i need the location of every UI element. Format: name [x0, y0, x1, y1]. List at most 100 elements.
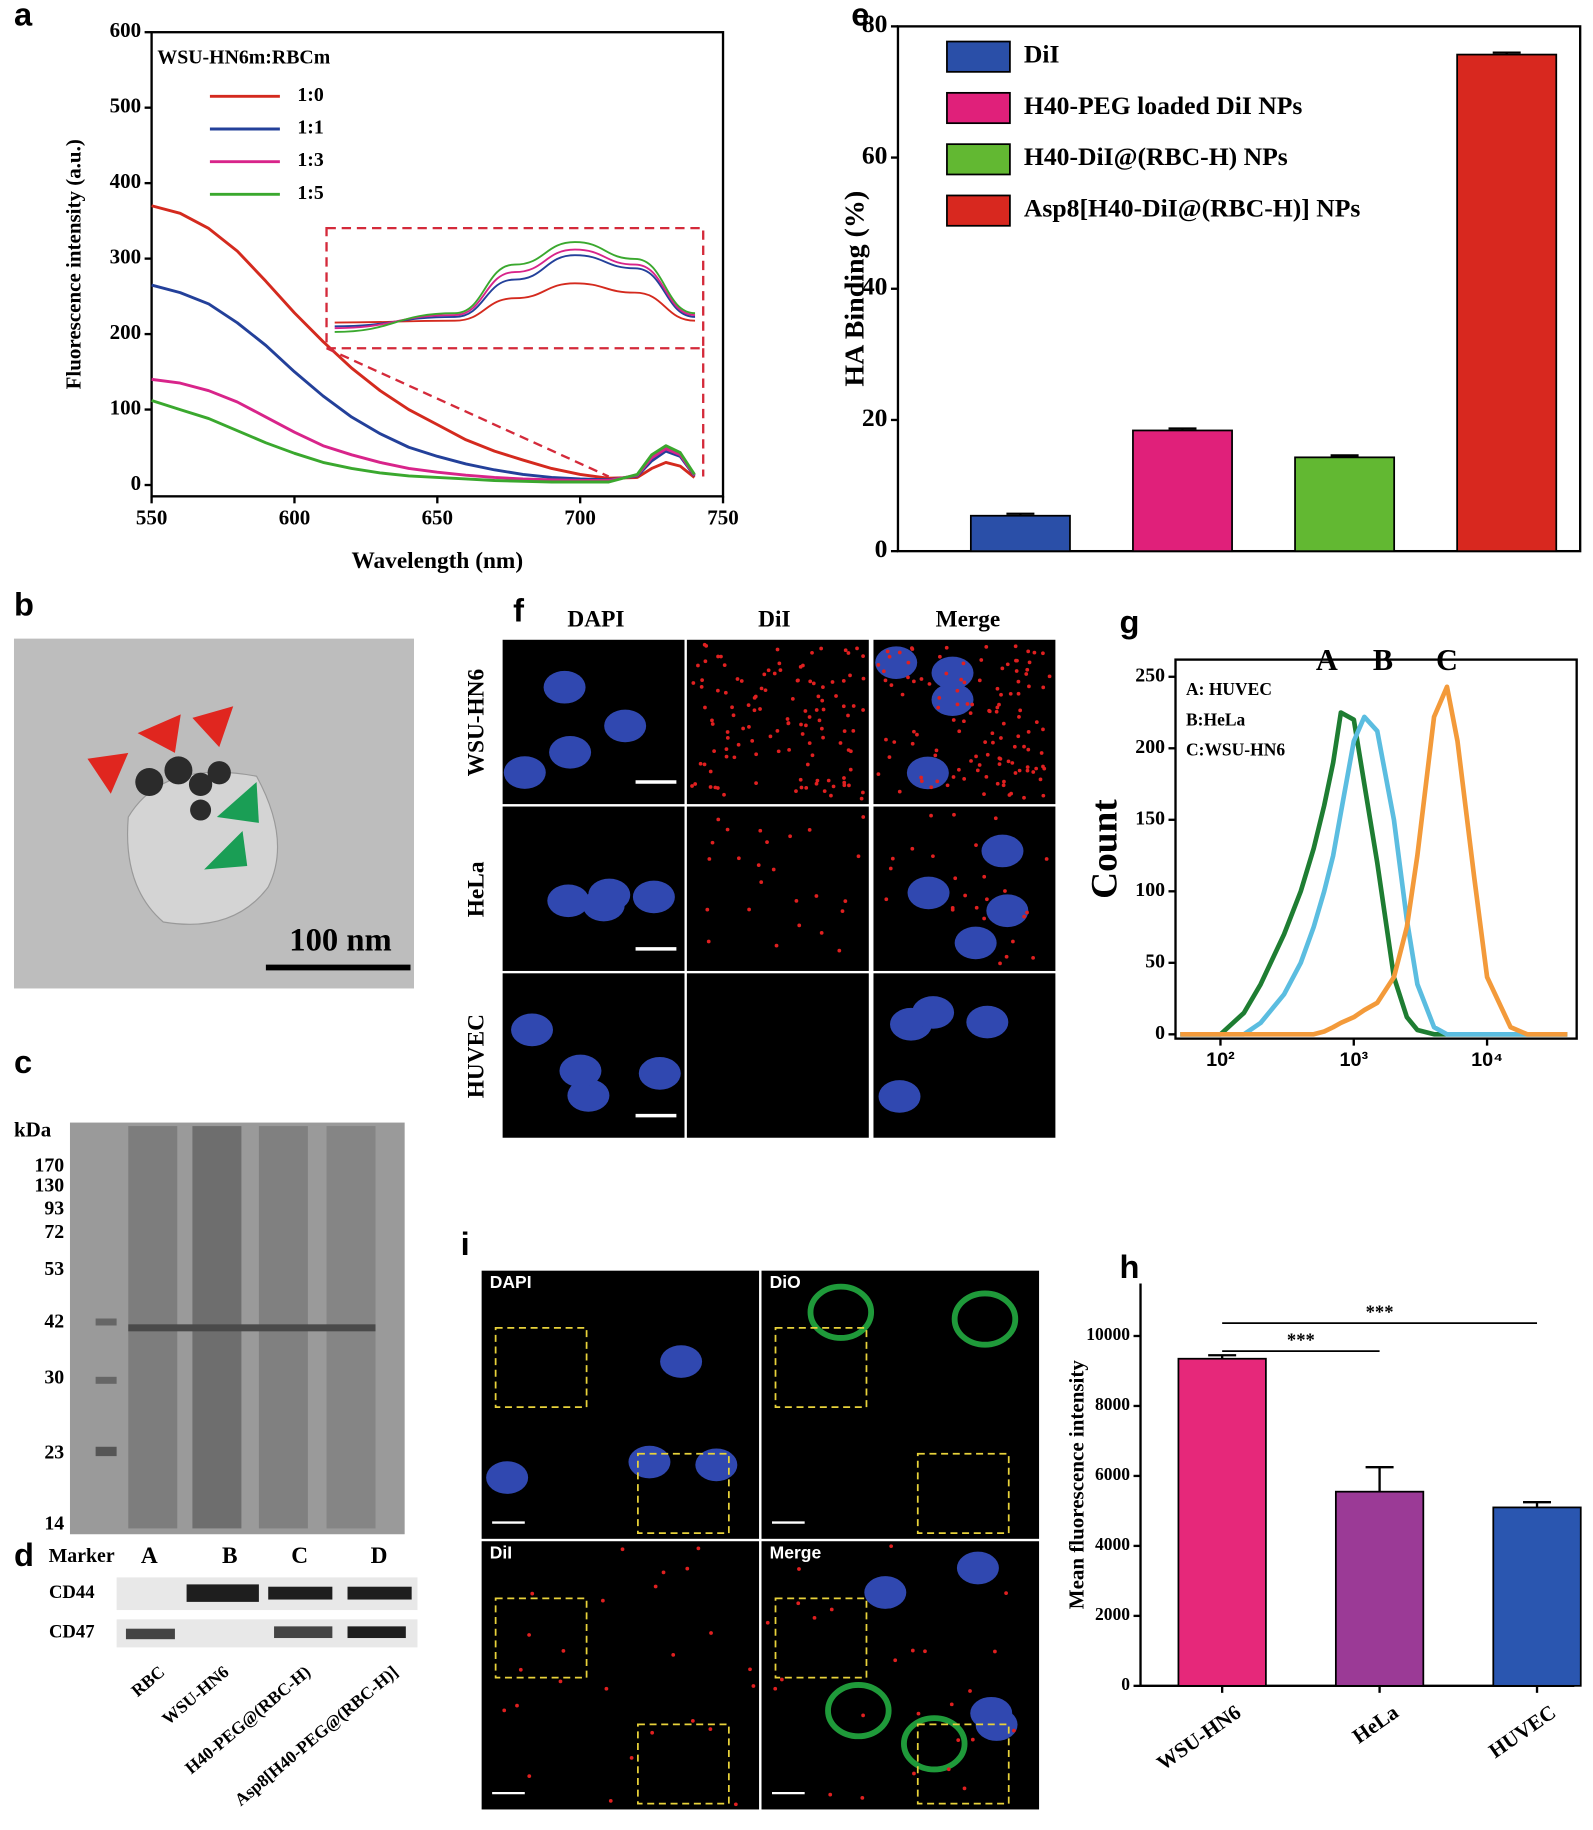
dii-dot — [953, 876, 958, 881]
dii-dot — [843, 648, 848, 653]
dii-dot — [710, 722, 715, 726]
dii-dot — [708, 769, 713, 774]
dii-dot — [748, 1667, 752, 1672]
dii-dot — [1038, 777, 1043, 782]
dii-dot — [956, 1738, 961, 1743]
column-label: DAPI — [567, 606, 624, 632]
roi — [494, 1326, 588, 1409]
error-bar — [1168, 427, 1197, 431]
dii-dot — [1025, 768, 1030, 773]
dio-cell — [825, 1682, 892, 1740]
lane-label: B — [222, 1543, 238, 1569]
lane-label: A — [141, 1543, 158, 1569]
y-tick-label: 2000 — [1095, 1604, 1130, 1624]
dii-dot — [776, 749, 781, 754]
dii-dot — [794, 789, 798, 793]
micrograph — [684, 970, 872, 1141]
nucleus — [931, 656, 974, 690]
dii-dot — [708, 1727, 713, 1732]
dii-dot — [1026, 729, 1031, 734]
dii-dot — [772, 671, 777, 676]
dii-dot — [1027, 684, 1031, 689]
dii-dot — [828, 1792, 833, 1797]
legend-label: 1:0 — [297, 84, 324, 106]
dii-dot — [773, 1686, 778, 1691]
x-tick-label: 600 — [279, 505, 310, 529]
dii-dot — [919, 677, 924, 681]
dii-dot — [811, 681, 816, 686]
significance-label: *** — [1366, 1302, 1394, 1323]
dii-dot — [982, 916, 986, 921]
dii-dot — [821, 735, 825, 740]
marker-label: 170 — [34, 1154, 64, 1176]
dii-dot — [801, 663, 805, 668]
channel-label: DiO — [770, 1272, 801, 1292]
dii-dot — [771, 867, 776, 872]
dii-dot — [807, 741, 812, 745]
dio-cell — [951, 1290, 1019, 1348]
dii-dot — [691, 681, 696, 685]
x-tick-label: HeLa — [1348, 1700, 1403, 1749]
dii-dot — [763, 688, 768, 693]
dii-dot — [774, 943, 779, 948]
dii-dot — [702, 762, 707, 767]
y-tick-label: 400 — [110, 169, 141, 193]
bar — [1177, 1357, 1267, 1687]
protein-label: CD47 — [49, 1622, 95, 1643]
series-line — [1180, 684, 1568, 1037]
inset-line — [334, 241, 696, 333]
dii-dot — [1024, 672, 1029, 676]
dii-dot — [829, 793, 833, 798]
x-tick-label: 550 — [136, 505, 167, 529]
lane-label: D — [371, 1543, 388, 1569]
dii-dot — [1022, 744, 1026, 749]
dii-dot — [970, 702, 975, 707]
dii-dot — [737, 856, 741, 861]
dii-dot — [807, 715, 812, 719]
dii-dot — [741, 726, 745, 731]
dii-dot — [859, 796, 864, 801]
panel-letter: g — [1120, 603, 1140, 640]
dii-dot — [890, 856, 895, 861]
dii-dot — [706, 939, 711, 944]
dii-dot — [787, 747, 791, 752]
dii-dot — [1017, 768, 1022, 773]
dii-dot — [965, 702, 970, 706]
dii-dot — [766, 668, 771, 673]
dii-dot — [861, 654, 865, 658]
roi — [637, 1723, 730, 1805]
dii-dot — [1013, 771, 1018, 775]
y-axis-label: Count — [1084, 799, 1125, 899]
x-tick-label: 10⁴ — [1471, 1049, 1503, 1071]
dii-dot — [889, 1544, 894, 1549]
dii-dot — [997, 762, 1002, 766]
y-tick-label: 8000 — [1095, 1394, 1130, 1414]
y-tick-label: 20 — [862, 403, 888, 432]
marker-label: 93 — [44, 1198, 64, 1220]
dii-dot — [778, 668, 783, 672]
dii-dot — [733, 1802, 738, 1807]
x-axis-label: Wavelength (nm) — [352, 548, 524, 574]
dii-dot — [735, 677, 740, 681]
dii-dot — [716, 817, 721, 822]
y-tick-label: 4000 — [1095, 1534, 1130, 1554]
dii-dot — [955, 688, 960, 693]
column-label: DiI — [758, 606, 790, 632]
dii-dot — [798, 777, 803, 782]
dii-dot — [804, 723, 808, 728]
dii-dot — [974, 754, 978, 759]
dii-dot — [900, 692, 905, 697]
dii-dot — [1031, 955, 1035, 960]
nucleus — [567, 1079, 610, 1112]
dii-dot — [608, 1799, 613, 1803]
dii-dot — [912, 679, 916, 684]
dii-dot — [838, 741, 843, 745]
gel-unit: kDa — [14, 1118, 52, 1142]
red-arrows — [87, 706, 234, 794]
y-tick-label: 80 — [862, 9, 888, 38]
micrograph — [759, 1268, 1042, 1542]
dii-dot — [1004, 1591, 1008, 1595]
error-bar — [1492, 51, 1521, 55]
dii-dot — [848, 673, 852, 678]
dii-dot — [846, 651, 851, 655]
